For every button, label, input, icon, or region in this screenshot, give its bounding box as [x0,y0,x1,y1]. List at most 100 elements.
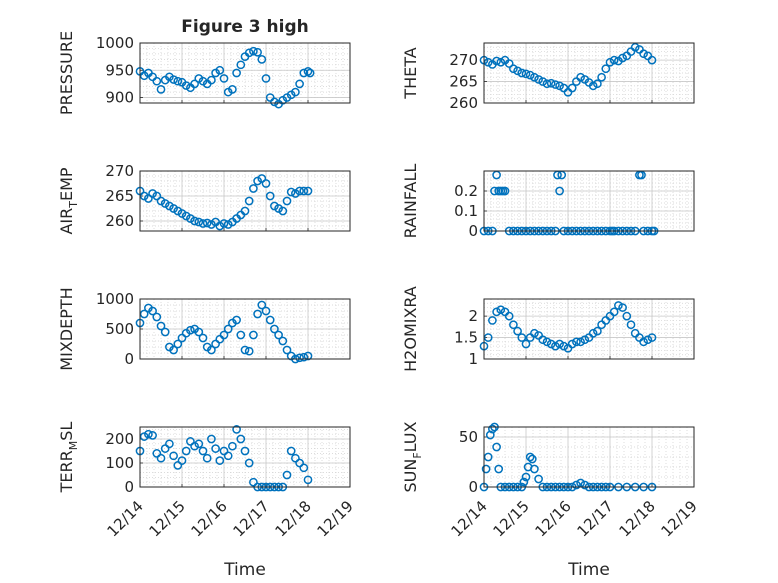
data-point [207,345,216,355]
data-point [265,315,275,325]
y-tick-label: 1.5 [454,329,478,347]
data-point [257,300,267,310]
data-point [546,339,556,349]
data-point [270,324,279,334]
data-point [618,53,627,63]
data-point [207,75,216,85]
data-point [173,339,183,349]
data-point [249,46,258,56]
y-tick-label: 270 [105,162,134,180]
y-tick-label: 1 [468,350,478,368]
x-tick-label: 12/14 [448,497,491,540]
figure-title: Figure 3 high [181,17,309,37]
data-point [190,441,199,451]
data-point [202,218,212,228]
panel-theta: 260 265 270 THETA [401,42,695,112]
data-point [609,55,619,65]
data-point [152,449,162,458]
data-point [261,306,271,316]
x-tick-label: 12/19 [658,497,701,540]
y-tick-label: 0 [124,350,134,368]
data-point [215,456,225,465]
data-point [286,187,296,197]
data-point [593,79,602,89]
y-tick-label: 0.2 [454,182,478,200]
y-axis-label: SUNFLUX [401,421,424,492]
data-point [527,454,537,464]
data-point [630,42,640,52]
data-point [194,439,204,449]
x-tick-label: 12/15 [146,497,189,540]
data-point [483,57,493,67]
data-point [614,301,623,310]
y-tick-label: 260 [449,94,478,112]
data-point [483,452,493,462]
data-point [173,76,183,86]
data-point [626,320,636,330]
data-point [244,196,254,206]
data-point [504,311,514,321]
data-point [198,219,208,228]
y-tick-label: 0 [468,222,478,240]
data-point [169,75,178,84]
data-point [190,216,199,226]
y-tick-label: 265 [105,187,134,205]
axes-box [139,42,351,104]
data-point [597,72,606,82]
data-point [152,191,162,201]
data-point [513,326,522,336]
panel-rainfall: 0 0.1 0.2 RAINFALL [401,164,695,240]
x-tick-label: 12/18 [616,497,659,540]
data-point [173,461,183,470]
data-point [303,351,313,361]
y-tick-label: 900 [105,89,134,107]
data-point [530,72,539,82]
data-point [521,69,531,79]
data-point [139,309,149,319]
data-point [291,453,300,463]
data-point [538,77,548,86]
data-point [198,446,208,456]
data-point [295,458,304,468]
data-point [156,321,166,331]
x-axis-label-right: Time [567,560,610,580]
data-point [483,333,493,342]
data-point [270,97,279,107]
data-point [525,70,535,80]
axes-box [483,170,695,232]
data-point [534,75,543,84]
data-point [647,55,657,65]
data-point [609,307,619,317]
y-tick-label: 950 [105,61,134,79]
data-point [546,78,556,88]
data-point [538,335,548,345]
data-point [274,330,283,340]
data-point [492,442,501,452]
data-point [303,186,313,196]
data-point [530,328,539,338]
data-point [257,55,267,64]
data-point [160,327,170,337]
data-point [265,191,275,201]
y-tick-label: 0 [124,478,134,496]
data-point [525,452,535,462]
data-point [253,309,262,319]
data-point [481,464,491,474]
data-point [194,217,204,227]
data-point [639,49,648,59]
data-point [542,79,552,89]
data-point [639,337,648,347]
data-point [169,345,178,355]
data-point [509,64,518,74]
data-point [228,441,237,451]
y-tick-label: 200 [105,430,134,448]
data-point [555,339,564,349]
data-point [555,186,564,196]
data-point [181,81,191,90]
data-point [261,179,271,188]
y-axis-label: PRESSURE [57,31,76,115]
x-tick-label: 12/17 [230,497,273,540]
data-point [156,453,166,463]
data-point [148,431,157,440]
data-point [219,219,229,228]
